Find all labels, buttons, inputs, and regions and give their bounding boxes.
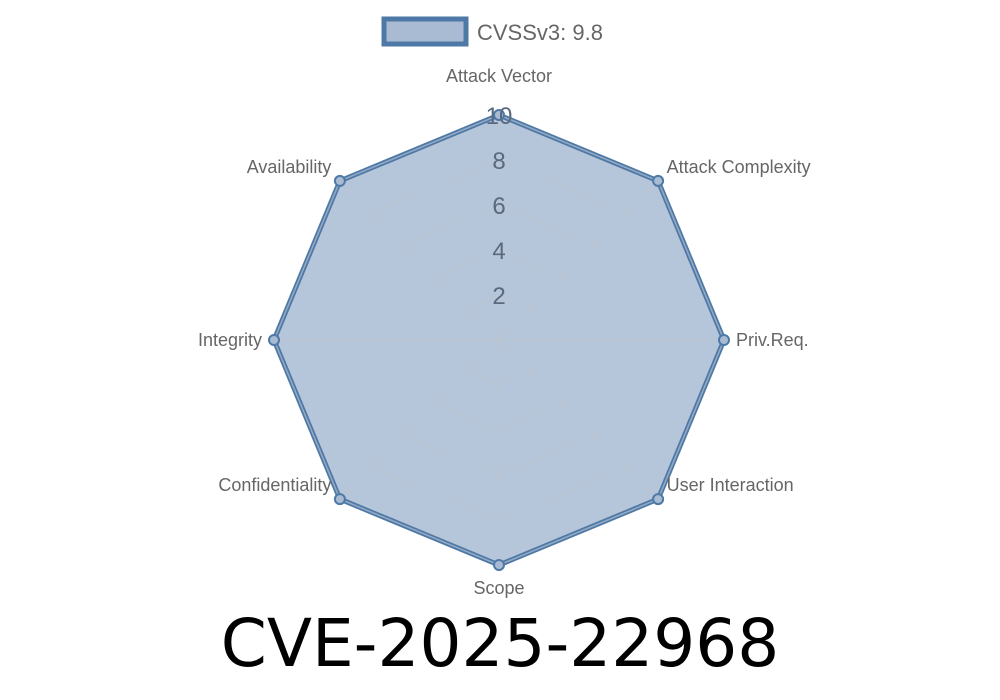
axis-label: Integrity xyxy=(198,330,262,350)
axis-label: Attack Vector xyxy=(446,66,552,86)
axis-label: User Interaction xyxy=(667,475,794,495)
axis-line xyxy=(339,180,500,341)
tick-label: 4 xyxy=(492,238,505,265)
data-point xyxy=(268,334,280,346)
legend-label: CVSSv3: 9.8 xyxy=(477,20,603,45)
tick-label: 10 xyxy=(486,103,513,130)
axis-line xyxy=(498,180,659,341)
tick-label: 6 xyxy=(492,193,505,220)
axis-label: Priv.Req. xyxy=(736,330,809,350)
data-point xyxy=(333,493,346,506)
axis-label: Confidentiality xyxy=(218,475,331,495)
data-point xyxy=(652,493,665,506)
data-point xyxy=(493,559,505,571)
tick-label: 8 xyxy=(492,148,505,175)
axis-line xyxy=(498,339,659,500)
legend[interactable]: CVSSv3: 9.8 xyxy=(381,16,603,47)
axis-label: Availability xyxy=(247,157,332,177)
cve-title: CVE-2025-22968 xyxy=(220,605,780,682)
axis-label: Scope xyxy=(473,578,524,598)
legend-swatch xyxy=(381,16,469,47)
axis-label: Attack Complexity xyxy=(667,157,811,177)
tick-label: 2 xyxy=(492,283,505,310)
data-point xyxy=(333,174,346,187)
axis-line xyxy=(339,339,500,500)
data-point xyxy=(493,109,505,121)
data-point xyxy=(652,174,665,187)
data-point xyxy=(718,334,730,346)
